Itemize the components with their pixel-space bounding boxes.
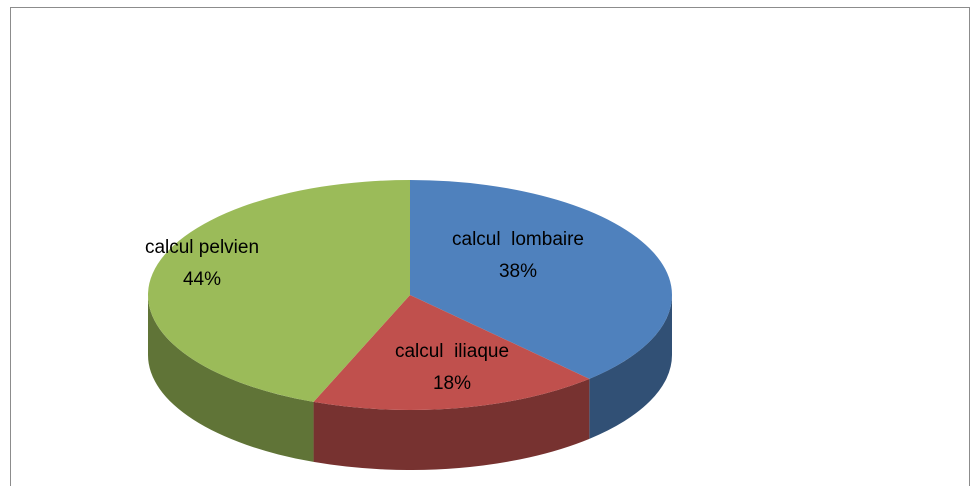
slice-label: calcul pelvien — [145, 237, 259, 258]
slice-label: calcul lombaire — [452, 229, 584, 250]
slice-value-label: 18% — [433, 373, 471, 394]
slice-side — [589, 295, 672, 439]
slice-side — [313, 378, 590, 470]
pie-tops — [148, 180, 672, 410]
pie-labels: calcul lombaire 38% calcul iliaque 18% calcu… — [145, 229, 584, 394]
slice — [148, 180, 410, 402]
slice-label: calcul iliaque — [395, 341, 509, 362]
slice-value-label: 38% — [499, 261, 537, 282]
slice-side — [148, 295, 314, 462]
slice — [313, 295, 590, 410]
chart-frame — [10, 7, 970, 486]
slice-value-label: 44% — [183, 269, 221, 290]
pie-sides — [148, 295, 672, 470]
slice — [410, 180, 672, 379]
